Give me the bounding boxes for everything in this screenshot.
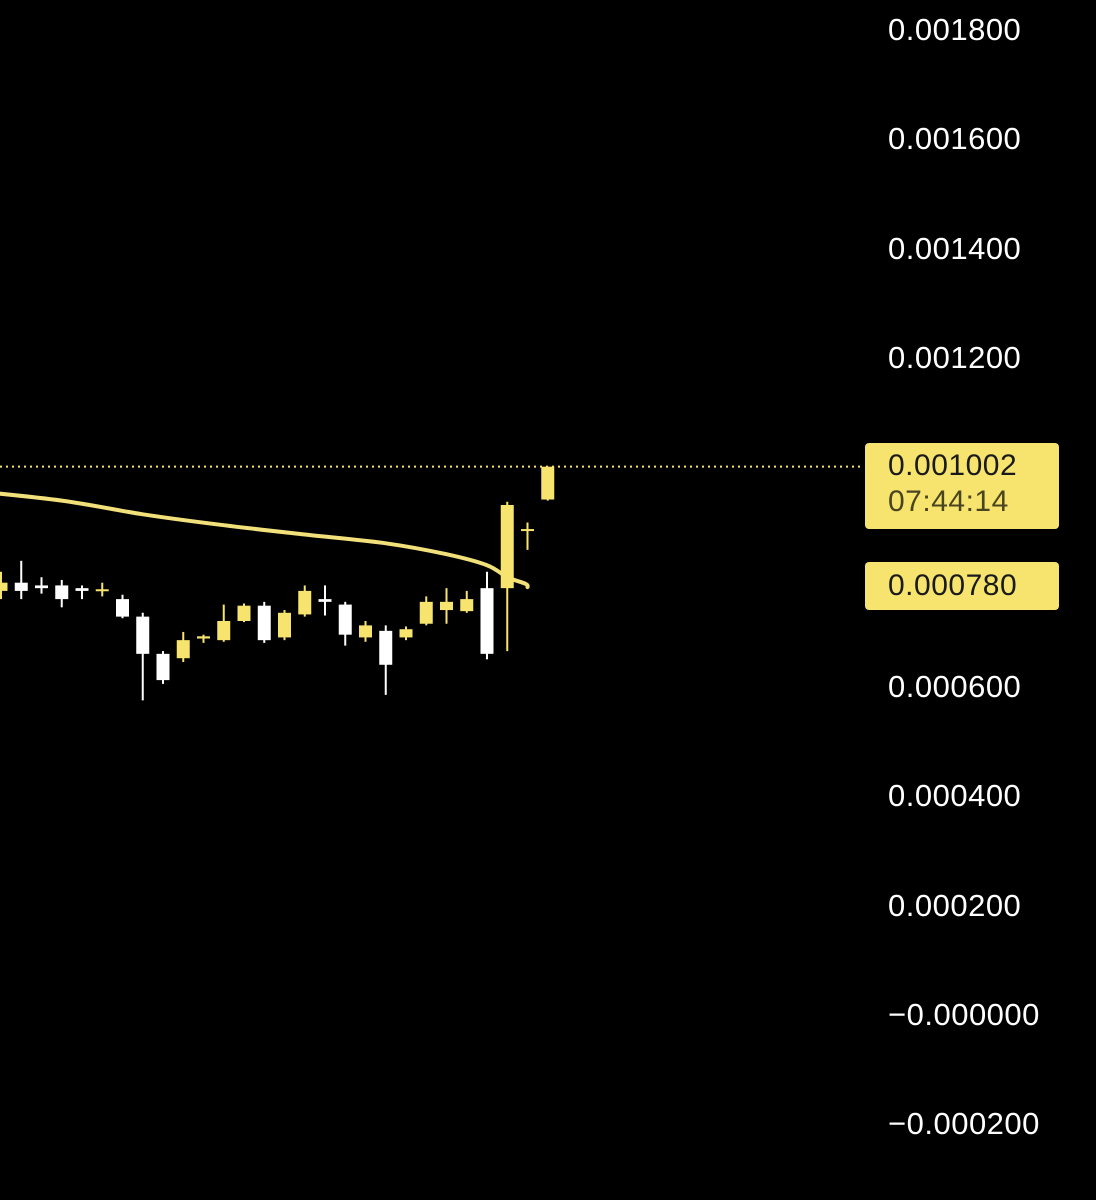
candle[interactable]	[399, 626, 413, 641]
candle-body	[278, 612, 291, 638]
candle-body	[338, 604, 352, 635]
candle-body	[197, 636, 210, 639]
candle[interactable]	[500, 501, 514, 652]
moving-average-line	[0, 491, 530, 590]
candle[interactable]	[35, 577, 48, 594]
candles-layer	[0, 466, 555, 701]
candle[interactable]	[237, 603, 251, 623]
candle-countdown: 07:44:14	[888, 485, 1009, 518]
price-tick-label: −0.000200	[888, 1106, 1040, 1142]
candle[interactable]	[257, 601, 271, 643]
candle[interactable]	[95, 582, 109, 597]
candle[interactable]	[0, 571, 8, 600]
candle-body	[480, 588, 494, 654]
price-tick-label: 0.001400	[888, 230, 1022, 266]
candle-body	[55, 585, 69, 600]
candle-body	[541, 466, 555, 500]
candle-body	[257, 605, 271, 641]
candle-body	[0, 582, 8, 591]
candle[interactable]	[278, 610, 291, 641]
candle[interactable]	[176, 631, 190, 663]
candle-body	[419, 601, 433, 624]
candle-body	[318, 599, 332, 602]
candle-body	[14, 582, 28, 591]
candle[interactable]	[75, 585, 89, 600]
candle[interactable]	[440, 588, 453, 624]
candle-body	[217, 621, 231, 641]
candle[interactable]	[217, 604, 231, 642]
candle[interactable]	[116, 594, 129, 619]
candle-body	[75, 588, 89, 591]
price-tick-label: 0.001200	[888, 340, 1022, 376]
moving-average-tag: 0.000780	[865, 562, 1059, 610]
candle-body	[35, 585, 48, 589]
candle[interactable]	[480, 571, 494, 660]
price-tick-label: 0.001800	[888, 12, 1022, 47]
candle[interactable]	[318, 585, 332, 616]
candle-body	[460, 599, 474, 612]
candle-body	[399, 629, 413, 638]
moving-average-value: 0.000780	[888, 569, 1018, 602]
candle[interactable]	[379, 625, 393, 695]
candle[interactable]	[419, 596, 433, 626]
candle[interactable]	[298, 585, 312, 617]
candle-body	[156, 653, 170, 681]
candle-body	[136, 616, 150, 654]
moving-average-layer	[0, 491, 530, 590]
candle-body	[359, 625, 372, 638]
price-tick-label: 0.000200	[888, 887, 1022, 923]
candle[interactable]	[541, 466, 555, 501]
price-tick-label: 0.000600	[888, 668, 1022, 704]
price-tick-label: 0.001600	[888, 121, 1022, 157]
price-tick-label: 0.000400	[888, 778, 1022, 814]
candle[interactable]	[55, 579, 69, 608]
candle-body	[116, 599, 129, 617]
last-price-value: 0.001002	[888, 449, 1018, 482]
candle[interactable]	[521, 522, 534, 550]
candle-body	[176, 640, 190, 659]
candle-body	[500, 504, 514, 589]
price-tick-label: −0.000000	[888, 997, 1040, 1032]
candle[interactable]	[197, 634, 210, 643]
candle[interactable]	[359, 621, 372, 642]
candle-body	[95, 589, 109, 592]
last-price-tag: 0.001002 07:44:14	[865, 443, 1059, 529]
candle[interactable]	[156, 651, 170, 684]
candle[interactable]	[460, 590, 474, 613]
candle[interactable]	[338, 601, 352, 646]
candle[interactable]	[14, 560, 28, 600]
candle-body	[440, 601, 453, 611]
candle-body	[298, 590, 312, 615]
candle-body	[379, 630, 393, 665]
candle-body	[237, 605, 251, 621]
candle[interactable]	[136, 612, 150, 701]
candle-body	[521, 529, 534, 532]
